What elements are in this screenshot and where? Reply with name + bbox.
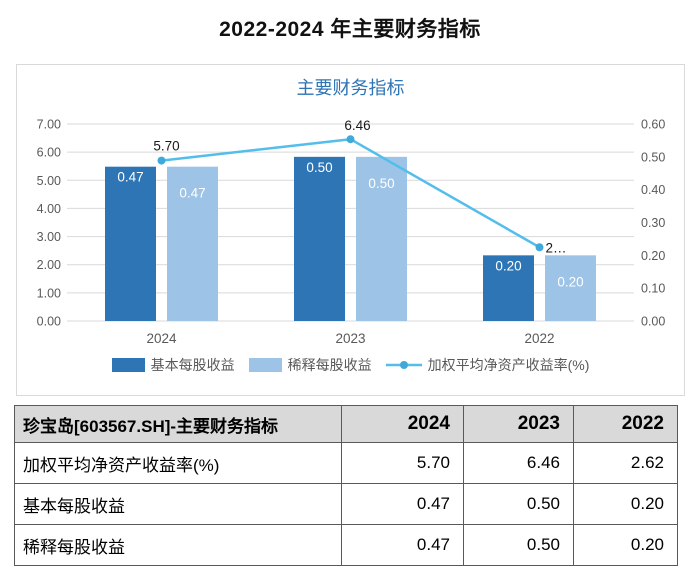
table-cell: 5.70 (341, 442, 464, 484)
financial-table: 珍宝岛[603567.SH]-主要财务指标 2024 2023 2022 加权平均净资产… (14, 405, 678, 566)
legend-line-marker-icon (385, 361, 422, 369)
bar-value-label: 0.47 (179, 186, 205, 201)
left-axis-tick-label: 6.00 (37, 146, 61, 160)
table-cell: 0.20 (573, 524, 678, 566)
bar (356, 156, 407, 321)
line-value-label: 2… (546, 240, 567, 255)
legend-label: 加权平均净资产收益率(%) (427, 357, 590, 373)
chart-card: 主要财务指标 0.00 1.00 2.00 3.00 4.00 5.00 6.00 7.00 0… (16, 64, 685, 396)
table-row-label: 稀释每股收益 (14, 524, 342, 566)
left-axis-tick-label: 3.00 (37, 230, 61, 244)
table-row-label: 基本每股收益 (14, 483, 342, 525)
bar (294, 156, 345, 321)
bar (167, 166, 218, 321)
table-header-row: 珍宝岛[603567.SH]-主要财务指标 2024 2023 2022 (14, 405, 678, 443)
right-axis-tick-label: 0.30 (641, 216, 665, 230)
table-cell: 0.20 (573, 483, 678, 525)
bar-value-label: 0.20 (495, 258, 521, 273)
legend-swatch (111, 358, 145, 372)
left-axis-tick-label: 4.00 (37, 202, 61, 216)
line-value-label: 6.46 (344, 118, 370, 133)
table-cell: 6.46 (463, 442, 574, 484)
table-header-cell: 2023 (463, 405, 574, 443)
table-row: 稀释每股收益 0.47 0.50 0.20 (14, 524, 678, 566)
line-marker (535, 243, 544, 252)
legend-label: 稀释每股收益 (287, 357, 372, 373)
table-row: 加权平均净资产收益率(%) 5.70 6.46 2.62 (14, 442, 678, 484)
table-cell: 0.47 (341, 524, 464, 566)
x-axis-label: 2022 (524, 331, 554, 346)
chart-canvas: 0.00 1.00 2.00 3.00 4.00 5.00 6.00 7.00 0.00 0.10… (37, 118, 666, 347)
table-cell: 0.50 (463, 524, 574, 566)
left-axis-tick-label: 7.00 (37, 118, 61, 132)
table-header-cell: 2024 (341, 405, 464, 443)
table-header-cell: 2022 (573, 405, 678, 443)
right-axis-tick-label: 0.00 (641, 315, 665, 329)
table-cell: 2.62 (573, 442, 678, 484)
legend-swatch (248, 358, 282, 372)
right-axis-tick-label: 0.60 (641, 118, 665, 132)
chart-title: 主要财务指标 (296, 78, 405, 98)
right-axis-tick-label: 0.20 (641, 249, 665, 263)
bar-value-label: 0.47 (117, 170, 143, 185)
line-series (160, 137, 541, 249)
legend-item-0: 基本每股收益 (111, 355, 235, 375)
left-axis-tick-label: 1.00 (37, 286, 61, 300)
x-axis-label: 2024 (146, 331, 177, 346)
bar (483, 255, 534, 321)
table-cell: 0.47 (341, 483, 464, 525)
right-axis-tick-label: 0.10 (641, 282, 665, 296)
table-cell: 0.50 (463, 483, 574, 525)
legend-item-1: 稀释每股收益 (248, 355, 372, 375)
bar-value-label: 0.20 (557, 274, 583, 289)
page-title: 2022-2024 年主要财务指标 (219, 18, 481, 41)
x-axis-label: 2023 (335, 331, 365, 346)
legend-item-2: 加权平均净资产收益率(%) (385, 355, 590, 375)
table-header-cell: 珍宝岛[603567.SH]-主要财务指标 (14, 405, 342, 443)
bar (105, 166, 156, 321)
line-marker (157, 156, 166, 165)
left-axis-tick-label: 5.00 (37, 174, 61, 188)
chart-legend: 基本每股收益 稀释每股收益 加权平均净资产收益率(%) (17, 355, 684, 375)
right-axis-tick-label: 0.40 (641, 183, 665, 197)
left-axis-tick-label: 0.00 (37, 315, 61, 329)
table-row-label: 加权平均净资产收益率(%) (14, 442, 342, 484)
legend-label: 基本每股收益 (150, 357, 235, 373)
line-marker (346, 135, 355, 144)
right-axis-tick-label: 0.50 (641, 150, 665, 164)
left-axis-tick-label: 2.00 (37, 258, 61, 272)
line-value-label: 5.70 (153, 139, 179, 154)
bar-value-label: 0.50 (368, 176, 394, 191)
table-row: 基本每股收益 0.47 0.50 0.20 (14, 483, 678, 525)
bar (545, 255, 596, 321)
bar-value-label: 0.50 (306, 160, 332, 175)
